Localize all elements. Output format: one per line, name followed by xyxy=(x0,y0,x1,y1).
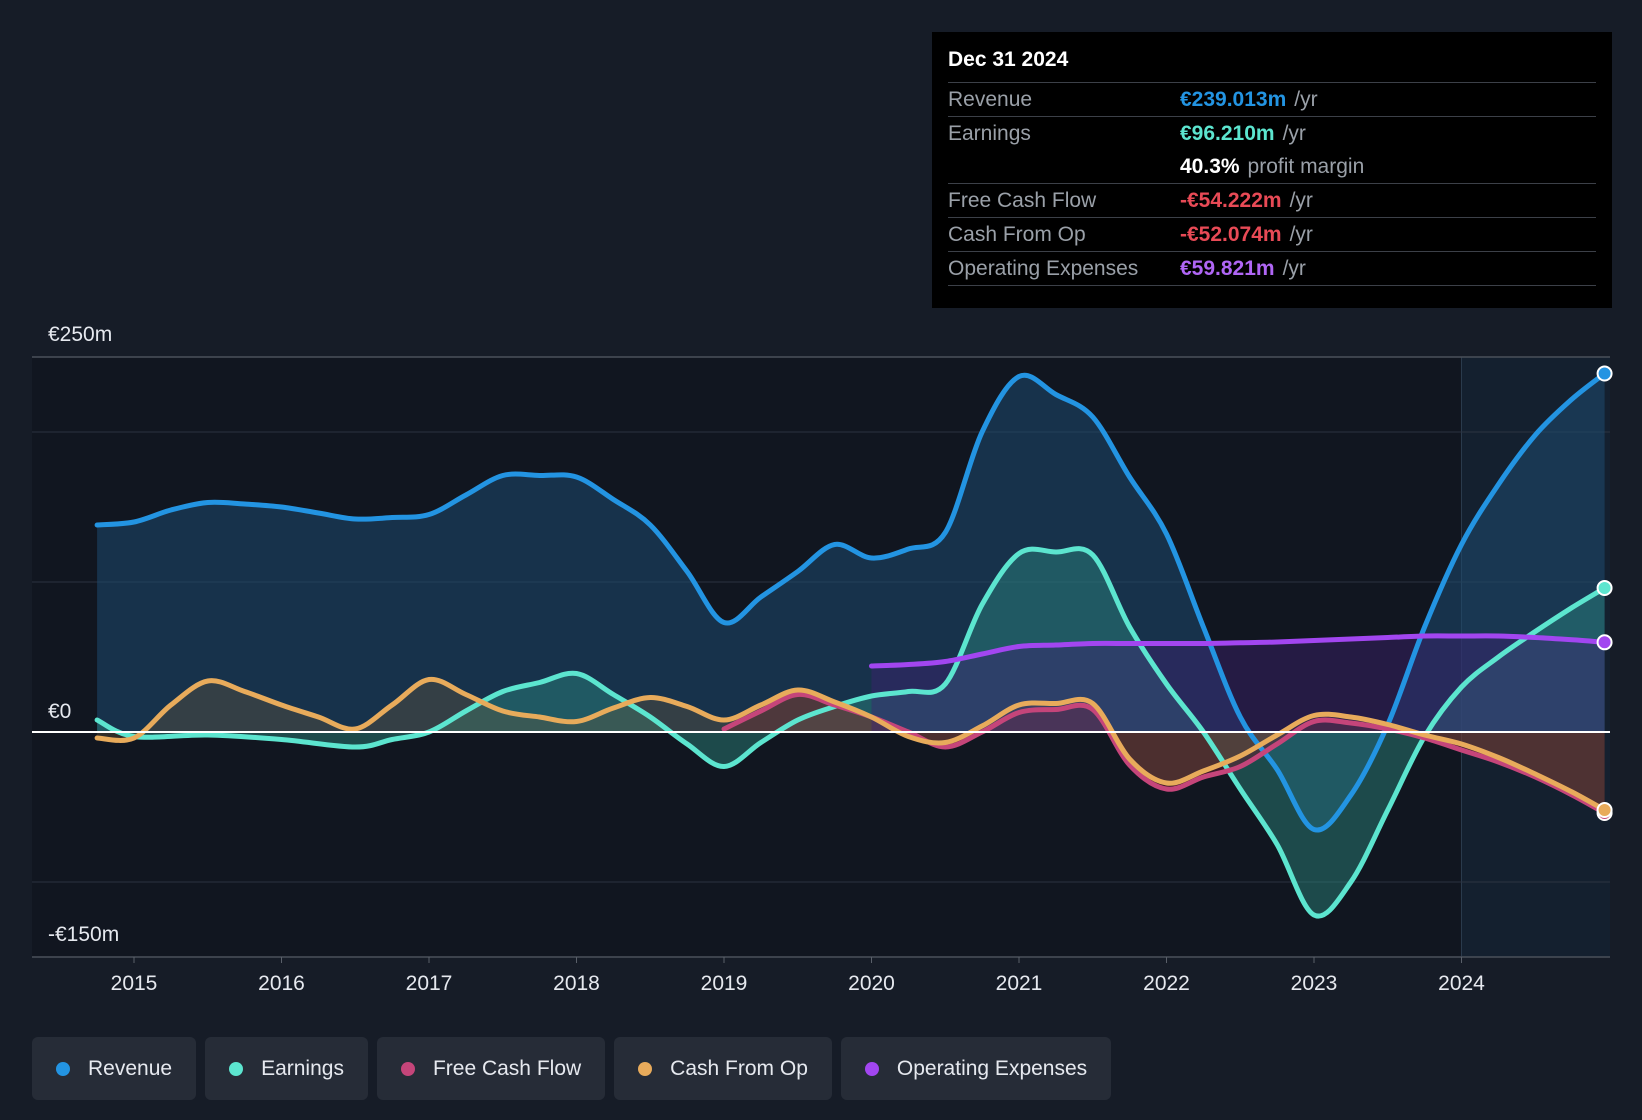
tooltip-row-earnings: Earnings €96.210m /yr xyxy=(948,116,1596,150)
tooltip-opex-unit: /yr xyxy=(1282,256,1306,280)
legend-item-revenue[interactable]: Revenue xyxy=(32,1037,197,1100)
legend-item-free-cash-flow[interactable]: Free Cash Flow xyxy=(376,1037,606,1100)
tooltip-cfo-label: Cash From Op xyxy=(948,222,1086,246)
tooltip-row-revenue: Revenue €239.013m /yr xyxy=(948,82,1596,116)
endpoint-operating-expenses[interactable] xyxy=(1596,634,1613,651)
area-cash-from-op xyxy=(97,679,1605,810)
tooltip-cfo-value: -€52.074m xyxy=(1180,222,1282,246)
endpoint-earnings[interactable] xyxy=(1596,580,1613,596)
area-revenue xyxy=(97,373,1605,831)
tooltip-revenue-unit: /yr xyxy=(1294,87,1318,111)
tooltip-fcf-unit: /yr xyxy=(1289,188,1313,212)
tooltip-earnings-value: €96.210m xyxy=(1180,121,1275,145)
legend-dot-cash-from-op xyxy=(638,1061,653,1076)
area-free-cash-flow xyxy=(724,694,1605,813)
x-axis-ticks: 2015 2016 2017 2018 2019 2020 2021 2022 2023 2024 xyxy=(111,957,1485,995)
tooltip-row-fcf: Free Cash Flow -€54.222m /yr xyxy=(948,183,1596,217)
y-tick-label: -€150m xyxy=(48,923,119,946)
endpoint-revenue[interactable] xyxy=(1596,365,1613,382)
x-tick-label: 2017 xyxy=(406,972,453,995)
line-revenue[interactable] xyxy=(94,371,1608,833)
x-tick-label: 2023 xyxy=(1291,972,1338,995)
tooltip-earnings-unit: /yr xyxy=(1282,121,1306,145)
tooltip-margin-text: profit margin xyxy=(1247,154,1365,178)
x-tick-label: 2016 xyxy=(258,972,305,995)
tooltip-cfo-unit: /yr xyxy=(1289,222,1313,246)
x-tick-label: 2020 xyxy=(848,972,895,995)
y-tick-label: €250m xyxy=(48,323,112,346)
tooltip-row-opex: Operating Expenses €59.821m /yr xyxy=(948,251,1596,286)
series-endpoints xyxy=(1596,365,1613,821)
tooltip-opex-label: Operating Expenses xyxy=(948,256,1139,280)
tooltip-revenue-label: Revenue xyxy=(948,87,1033,111)
tooltip-fcf-value: -€54.222m xyxy=(1180,188,1282,212)
legend-dot-operating-expenses xyxy=(864,1061,879,1076)
legend-item-operating-expenses[interactable]: Operating Expenses xyxy=(840,1037,1112,1100)
legend-dot-revenue xyxy=(56,1061,70,1076)
tooltip-margin-value: 40.3% xyxy=(1180,154,1240,178)
x-tick-label: 2021 xyxy=(996,972,1043,995)
line-earnings[interactable] xyxy=(94,546,1608,919)
x-tick-label: 2022 xyxy=(1143,972,1190,995)
legend-label-revenue: Revenue xyxy=(88,1056,173,1080)
legend-label-operating-expenses: Operating Expenses xyxy=(896,1056,1088,1080)
x-tick-label: 2019 xyxy=(701,972,748,995)
line-cash-from-op[interactable] xyxy=(94,676,1608,813)
x-tick-label: 2024 xyxy=(1438,972,1485,995)
tooltip-earnings-label: Earnings xyxy=(948,121,1031,145)
series-lines xyxy=(94,371,1608,919)
tooltip-opex-value: €59.821m xyxy=(1180,256,1275,280)
legend-dot-earnings xyxy=(229,1061,244,1076)
tooltip-panel: Dec 31 2024 Revenue €239.013m /yr Earnin… xyxy=(932,32,1612,308)
x-tick-label: 2018 xyxy=(553,972,600,995)
legend-item-earnings[interactable]: Earnings xyxy=(205,1037,368,1100)
y-axis-labels: €250m €0 -€150m xyxy=(48,323,119,946)
legend-label-free-cash-flow: Free Cash Flow xyxy=(432,1056,582,1080)
legend-label-cash-from-op: Cash From Op xyxy=(670,1056,808,1080)
y-tick-label: €0 xyxy=(48,700,71,723)
line-operating-expenses[interactable] xyxy=(869,633,1608,669)
tooltip-fcf-label: Free Cash Flow xyxy=(948,188,1097,212)
legend-item-cash-from-op[interactable]: Cash From Op xyxy=(614,1037,832,1100)
tooltip-row-cfo: Cash From Op -€52.074m /yr xyxy=(948,217,1596,251)
legend-label-earnings: Earnings xyxy=(261,1056,344,1080)
endpoint-cash-from-op[interactable] xyxy=(1596,802,1613,818)
x-tick-label: 2015 xyxy=(111,972,158,995)
tooltip-revenue-value: €239.013m xyxy=(1180,87,1287,111)
tooltip-row-margin: 40.3% profit margin xyxy=(948,150,1596,183)
tooltip-date: Dec 31 2024 xyxy=(948,48,1069,71)
legend: Revenue Earnings Free Cash Flow Cash Fro… xyxy=(32,1037,1112,1100)
legend-dot-free-cash-flow xyxy=(400,1061,415,1076)
